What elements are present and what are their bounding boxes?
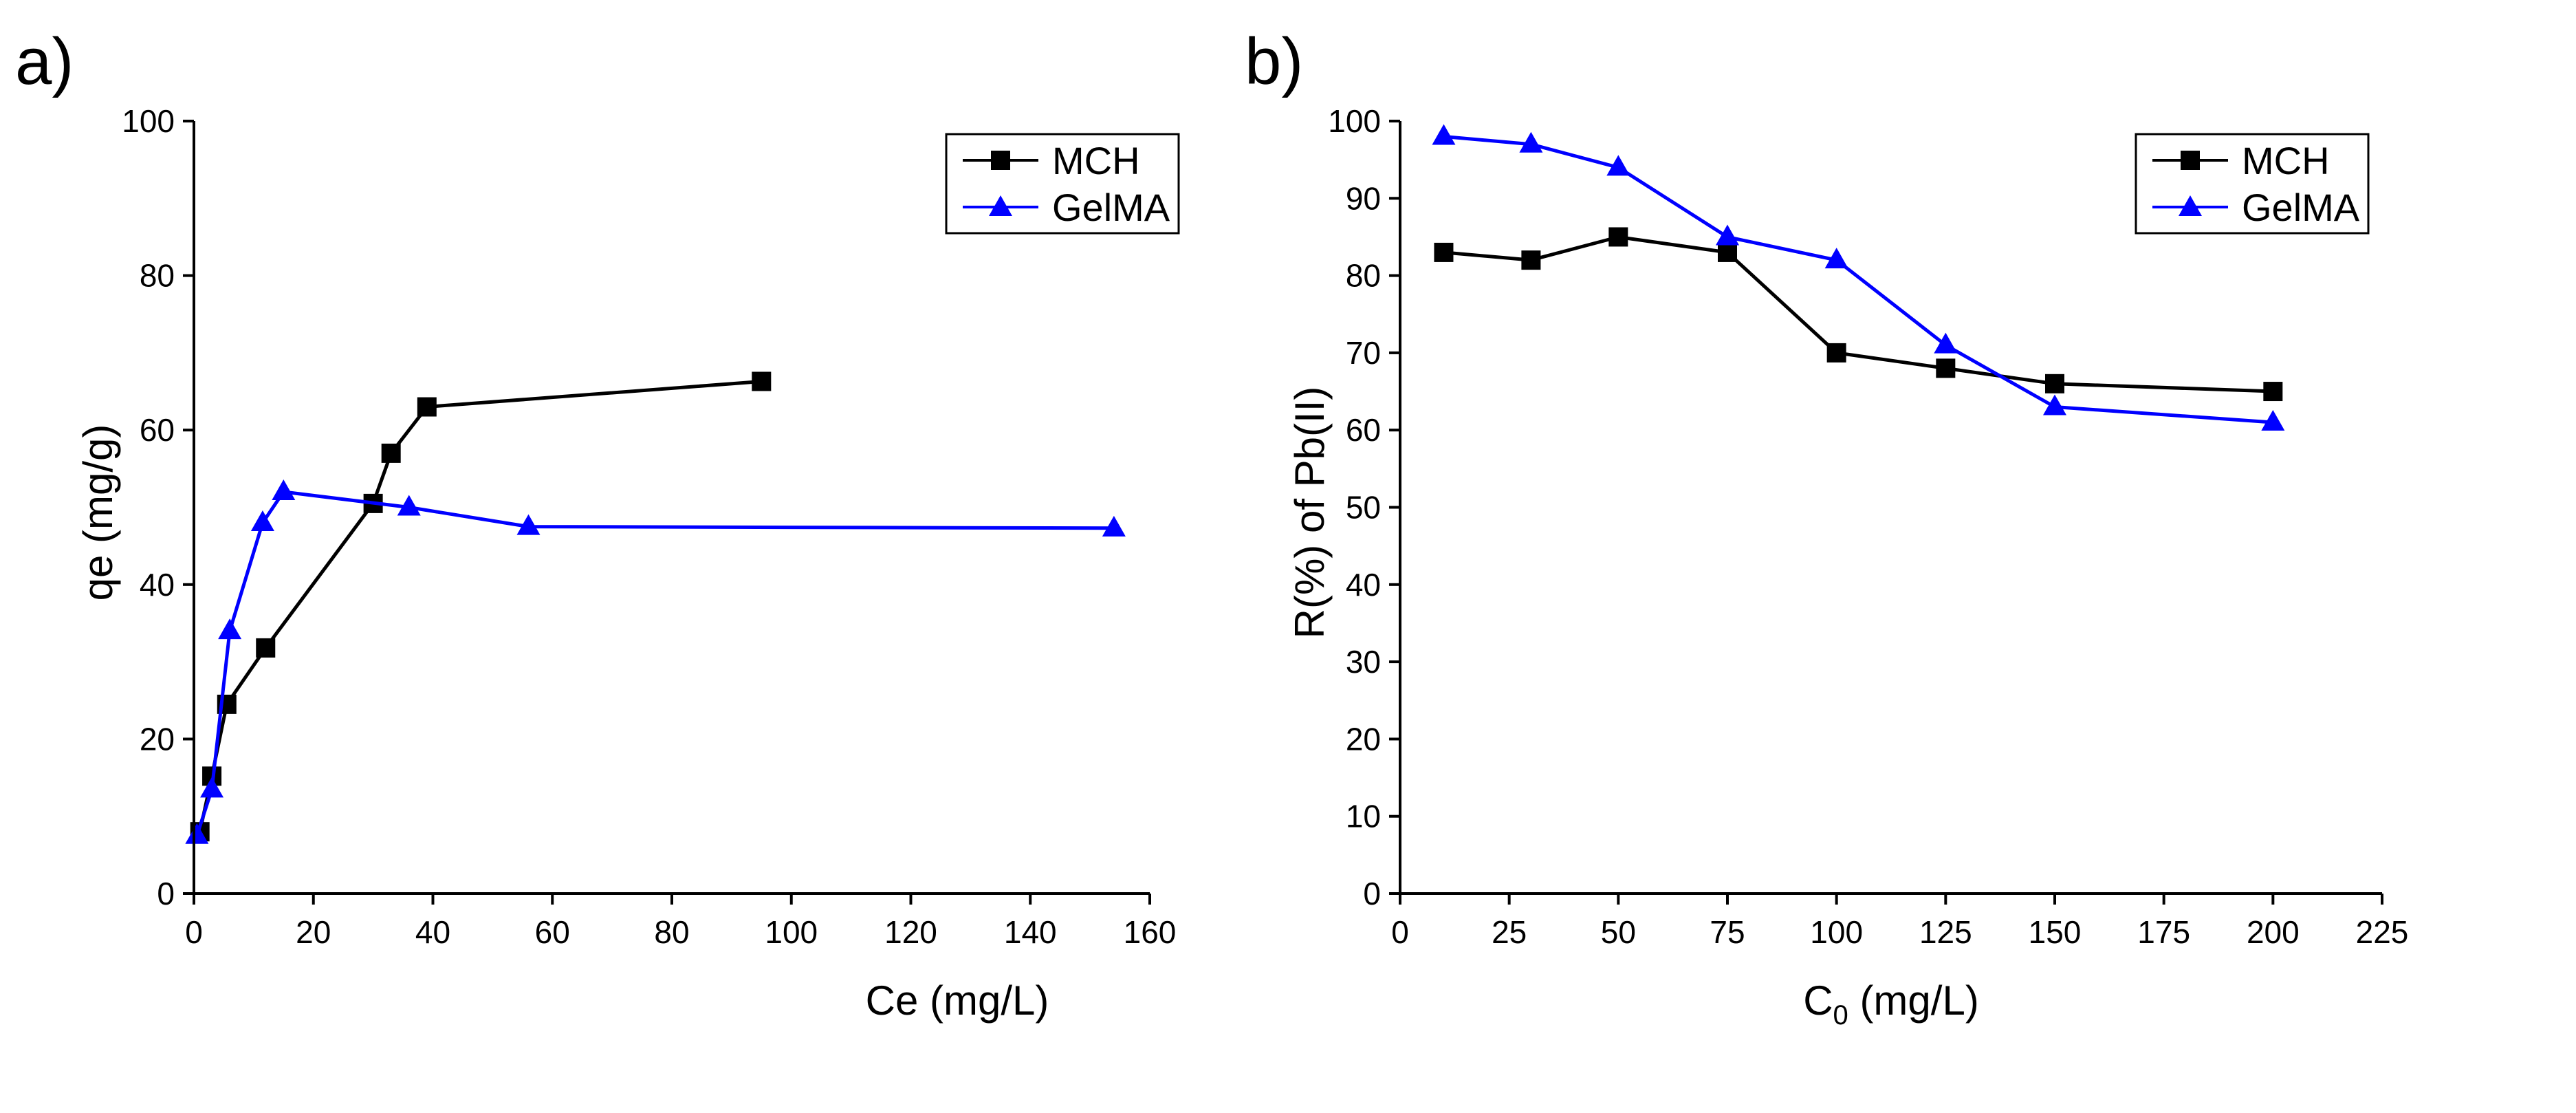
panel-a-mch-point: [417, 397, 437, 417]
panel-b-gelma-point: [1519, 131, 1543, 153]
panel-a-y-tick-label: 40: [140, 567, 175, 603]
panel-a-legend-mch-label: MCH: [1052, 139, 1140, 182]
panel-b-x-tick-label: 225: [2356, 914, 2409, 950]
panel-b-gelma-point: [2261, 409, 2285, 431]
panel-b-x-axis-title-c: C: [1803, 977, 1833, 1024]
panel-b-x-axis-title-subscript: 0: [1833, 1000, 1848, 1030]
panel-b-x-tick-label: 0: [1391, 914, 1409, 950]
panel-b-mch-point: [1521, 250, 1541, 270]
panel-b-y-tick-label: 80: [1346, 258, 1381, 294]
panel-a-gelma-point: [516, 514, 541, 535]
panel-b-x-tick-label: 50: [1601, 914, 1636, 950]
panel-b-axes: [1399, 121, 2382, 895]
panel-a-y-tick-label: 0: [157, 876, 175, 911]
panel-b: b) C0 (mg/L) R(%) of Pb(II) 0 25 50 75 100 12…: [1245, 25, 2408, 1030]
panel-b-mch-point: [1608, 227, 1628, 247]
panel-b-gelma-point: [2043, 394, 2066, 415]
panel-a-gelma-point: [397, 495, 421, 516]
panel-a-axes: [193, 121, 1150, 895]
panel-a-x-tick-label: 140: [1004, 914, 1057, 950]
panel-a-y-tick-label: 100: [122, 103, 175, 139]
panel-b-legend-mch-label: MCH: [2242, 139, 2330, 182]
panel-a-mch-point: [381, 443, 401, 463]
panel-b-gelma-point: [1934, 332, 1958, 354]
panel-a-gelma-point: [250, 510, 274, 531]
panel-a-ticks: 0 20 40 60 80 100 120 140 160 0 20 40 60 80 100: [122, 103, 1176, 950]
panel-b-x-tick-label: 100: [1810, 914, 1863, 950]
panel-a-series: [185, 371, 1126, 844]
panel-b-y-tick-label: 0: [1363, 876, 1381, 911]
panel-b-y-tick-label: 90: [1346, 180, 1381, 216]
panel-a-x-tick-label: 40: [415, 914, 450, 950]
panel-b-legend: MCH GelMA: [2135, 133, 2370, 235]
panel-b-y-axis-title: R(%) of Pb(II): [1287, 387, 1333, 639]
panel-b-mch-point: [1936, 358, 1956, 378]
panel-a-mch-line: [198, 380, 762, 832]
panel-b-legend-mch-marker: [2181, 151, 2200, 170]
panel-a-x-tick-label: 120: [884, 914, 937, 950]
panel-b-gelma-point: [1432, 124, 1456, 145]
panel-b-x-axis-title-unit: (mg/L): [1848, 977, 1979, 1024]
panel-b-y-tick-label: 40: [1346, 567, 1381, 603]
panel-a-mch-point: [256, 638, 276, 658]
panel-a-x-tick-label: 60: [535, 914, 570, 950]
panel-a-x-tick-label: 80: [654, 914, 689, 950]
panel-b-x-axis-title: C0 (mg/L): [1803, 977, 1979, 1030]
panel-b-y-tick-label: 10: [1346, 799, 1381, 834]
panel-b-legend-gelma-label: GelMA: [2242, 186, 2360, 229]
panel-a-y-tick-label: 20: [140, 721, 175, 757]
panel-b-mch-point: [1826, 343, 1846, 363]
panel-a-gelma-line: [195, 490, 1114, 836]
panel-a-y-tick-label: 80: [140, 258, 175, 294]
panel-a-y-axis-title: qe (mg/g): [75, 424, 121, 601]
panel-b-y-tick-label: 60: [1346, 412, 1381, 448]
panel-a-legend-mch-marker: [991, 151, 1010, 170]
panel-a-gelma-point: [1102, 515, 1126, 537]
panel-b-mch-point: [2263, 382, 2283, 402]
panel-a-x-tick-label: 100: [765, 914, 818, 950]
panel-b-y-tick-label: 100: [1328, 103, 1381, 139]
panel-a-mch-point: [752, 371, 772, 391]
panel-b-gelma-point: [1606, 155, 1630, 176]
panel-b-mch-point: [2045, 374, 2064, 393]
panel-b-ticks: 0 25 50 75 100 125 150 175 200 225 0 10 20 30 40 50 60 70…: [1328, 103, 2408, 950]
panel-b-x-tick-label: 75: [1710, 914, 1745, 950]
panel-b-label: b): [1245, 25, 1303, 98]
panel-a-x-tick-label: 20: [296, 914, 331, 950]
panel-a-legend-gelma-label: GelMA: [1052, 186, 1170, 229]
panel-b-legend-gelma-marker: [2179, 195, 2202, 216]
panel-b-x-tick-label: 150: [2029, 914, 2082, 950]
panel-a-legend-box: [945, 133, 1180, 235]
panel-b-x-tick-label: 200: [2247, 914, 2300, 950]
panel-a-x-tick-label: 0: [185, 914, 203, 950]
panel-a-gelma-point: [185, 823, 209, 844]
panel-b-legend-box: [2135, 133, 2370, 235]
panel-a-x-tick-label: 160: [1124, 914, 1177, 950]
panel-b-gelma-point: [1716, 224, 1739, 246]
panel-b-series: [1432, 124, 2285, 431]
panel-b-x-tick-label: 125: [1919, 914, 1972, 950]
panel-b-mch-point: [1434, 242, 1454, 262]
panel-a-x-axis-title: Ce (mg/L): [866, 977, 1049, 1024]
panel-a-gelma-point: [200, 777, 224, 798]
panel-b-mch-line: [1443, 235, 2273, 393]
panel-a-legend-gelma-marker: [989, 195, 1012, 216]
panel-b-x-tick-label: 175: [2137, 914, 2190, 950]
panel-b-y-tick-label: 20: [1346, 721, 1381, 757]
panel-a-gelma-point: [272, 479, 296, 501]
panel-b-y-tick-label: 50: [1346, 490, 1381, 526]
panel-b-gelma-point: [1824, 248, 1848, 269]
panel-b-y-tick-label: 30: [1346, 644, 1381, 680]
panel-b-x-tick-label: 25: [1492, 914, 1527, 950]
panel-a-label: a): [15, 25, 74, 98]
panel-b-y-tick-label: 70: [1346, 335, 1381, 371]
panel-b-mch-point: [1718, 242, 1737, 262]
panel-b-gelma-line: [1443, 135, 2273, 424]
panel-a: a) Ce (mg/L) qe (mg/g) 0 20 40 60 80 100 120 14…: [15, 25, 1180, 1024]
panel-a-gelma-point: [218, 618, 242, 640]
panel-a-y-tick-label: 60: [140, 412, 175, 448]
panel-a-legend: MCH GelMA: [945, 133, 1180, 235]
